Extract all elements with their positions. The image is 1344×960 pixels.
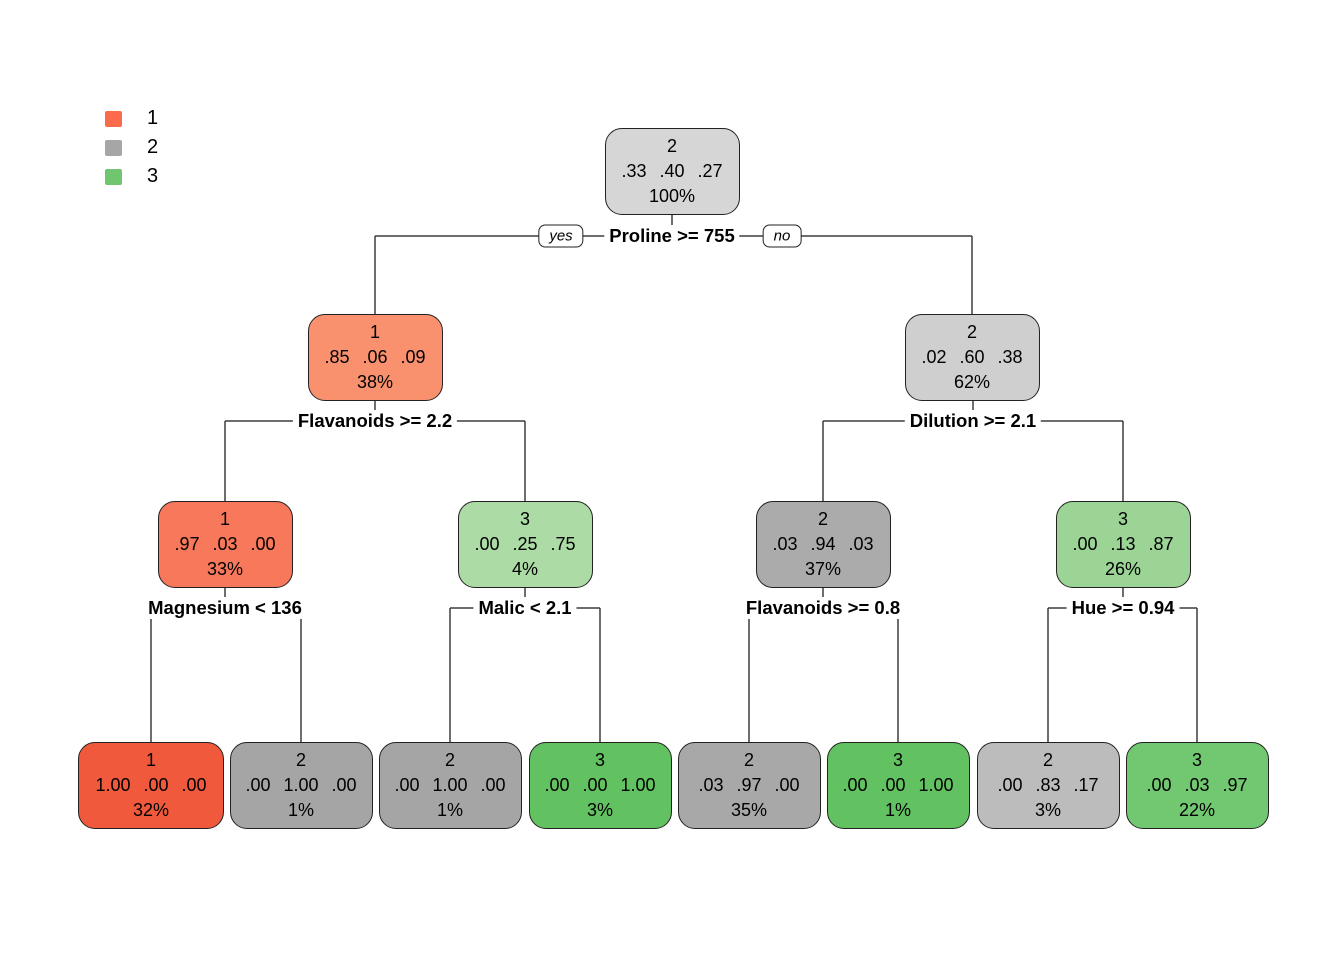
tree-node-l7: 2 .00 .83 .17 3% (976, 742, 1120, 829)
split-condition-s5: Malic < 2.1 (473, 597, 577, 619)
node-probs: .00 1.00 .00 (394, 775, 506, 795)
legend-label: 3 (147, 165, 159, 187)
node-probs: .00 .00 1.00 (842, 775, 954, 795)
tree-node-n3a: 1 .97 .03 .00 33% (157, 501, 293, 588)
no-edge-badge: no (762, 224, 802, 248)
tree-node-n3d: 3 .00 .13 .87 26% (1055, 501, 1191, 588)
node-probs: .33 .40 .27 (621, 161, 723, 181)
node-class-label: 3 (1191, 750, 1202, 770)
node-probs: .00 .00 1.00 (544, 775, 656, 795)
split-condition-s6: Flavanoids >= 0.8 (740, 597, 906, 619)
node-probs: .00 .83 .17 (997, 775, 1099, 795)
split-condition-s1: Proline >= 755 (604, 225, 740, 247)
node-pct: 38% (356, 372, 394, 392)
node-pct: 100% (648, 186, 696, 206)
tree-node-n3b: 3 .00 .25 .75 4% (457, 501, 593, 588)
node-class-label: 2 (743, 750, 754, 770)
legend-item: 2 (105, 133, 158, 162)
split-condition-s2: Flavanoids >= 2.2 (292, 410, 458, 432)
node-pct: 37% (804, 559, 842, 579)
node-probs: .03 .94 .03 (772, 534, 874, 554)
node-class-label: 2 (666, 136, 677, 156)
node-probs: .00 .03 .97 (1146, 775, 1248, 795)
node-pct: 33% (206, 559, 244, 579)
node-class-label: 2 (444, 750, 455, 770)
node-pct: 22% (1178, 800, 1216, 820)
node-probs: .03 .97 .00 (698, 775, 800, 795)
node-class-label: 2 (966, 322, 977, 342)
tree-node-n3c: 2 .03 .94 .03 37% (755, 501, 891, 588)
node-pct: 3% (1034, 800, 1061, 820)
node-class-label: 1 (145, 750, 156, 770)
node-class-label: 3 (892, 750, 903, 770)
legend-item: 3 (105, 162, 158, 191)
node-pct: 32% (132, 800, 170, 820)
tree-node-l5: 2 .03 .97 .00 35% (677, 742, 821, 829)
yes-edge-badge: yes (538, 224, 584, 248)
node-class-label: 2 (1042, 750, 1053, 770)
node-class-label: 3 (594, 750, 605, 770)
legend-label: 2 (147, 136, 159, 158)
split-condition-s4: Magnesium < 136 (143, 597, 307, 619)
tree-node-root: 2 .33 .40 .27 100% (604, 128, 740, 215)
legend-label: 1 (147, 107, 159, 129)
tree-node-n2R: 2 .02 .60 .38 62% (904, 314, 1040, 401)
node-pct: 1% (884, 800, 911, 820)
tree-node-l3: 2 .00 1.00 .00 1% (378, 742, 522, 829)
node-probs: .85 .06 .09 (324, 347, 426, 367)
node-pct: 1% (287, 800, 314, 820)
node-pct: 4% (511, 559, 538, 579)
node-class-label: 1 (219, 509, 230, 529)
node-probs: .00 .13 .87 (1072, 534, 1174, 554)
tree-node-l1: 1 1.00 .00 .00 32% (78, 742, 224, 829)
node-pct: 3% (586, 800, 613, 820)
tree-node-l8: 3 .00 .03 .97 22% (1125, 742, 1269, 829)
node-class-label: 2 (295, 750, 306, 770)
tree-node-n2L: 1 .85 .06 .09 38% (307, 314, 443, 401)
node-class-label: 3 (1117, 509, 1128, 529)
tree-node-l2: 2 .00 1.00 .00 1% (229, 742, 373, 829)
tree-node-l6: 3 .00 .00 1.00 1% (826, 742, 970, 829)
node-probs: .00 .25 .75 (474, 534, 576, 554)
split-condition-s7: Hue >= 0.94 (1066, 597, 1180, 619)
split-condition-s3: Dilution >= 2.1 (904, 410, 1042, 432)
node-probs: .97 .03 .00 (174, 534, 276, 554)
node-class-label: 2 (817, 509, 828, 529)
node-probs: .00 1.00 .00 (245, 775, 357, 795)
node-pct: 62% (953, 372, 991, 392)
node-pct: 35% (730, 800, 768, 820)
legend-item: 1 (105, 104, 158, 133)
tree-node-l4: 3 .00 .00 1.00 3% (528, 742, 672, 829)
legend-swatch-class2 (105, 139, 122, 156)
node-pct: 1% (436, 800, 463, 820)
node-probs: .02 .60 .38 (921, 347, 1023, 367)
legend-swatch-class3 (105, 168, 122, 185)
node-probs: 1.00 .00 .00 (95, 775, 207, 795)
node-pct: 26% (1104, 559, 1142, 579)
node-class-label: 3 (519, 509, 530, 529)
legend: 1 2 3 (105, 104, 158, 191)
node-class-label: 1 (369, 322, 380, 342)
legend-swatch-class1 (105, 110, 122, 127)
